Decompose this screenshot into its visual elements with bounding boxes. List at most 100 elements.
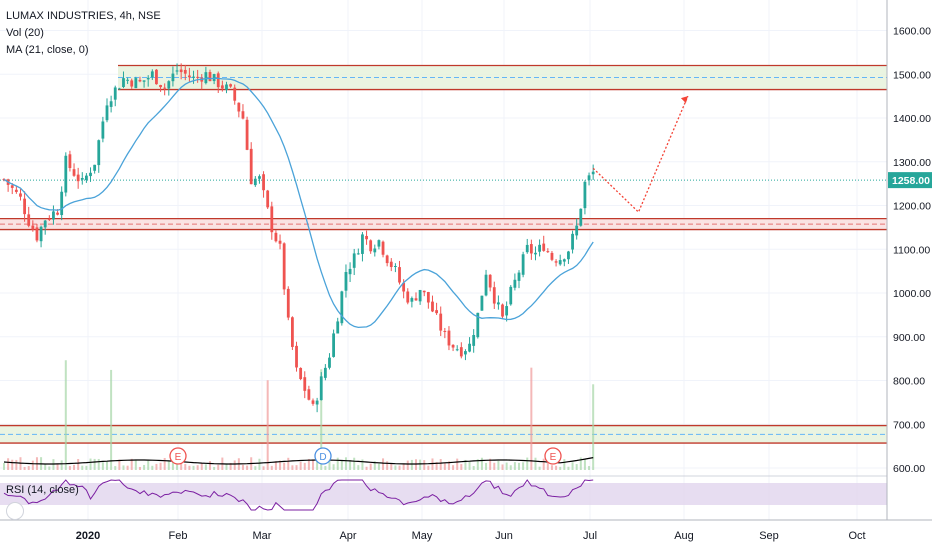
candle-body (546, 251, 550, 253)
volume-bar (138, 466, 141, 470)
volume-bar (48, 466, 51, 470)
candle-body (237, 102, 241, 112)
volume-bar (550, 465, 553, 470)
volume-bar (130, 458, 133, 470)
volume-bar (134, 460, 137, 470)
volume-label[interactable]: Vol (20) (6, 27, 44, 39)
volume-bar (93, 458, 96, 470)
candle-body (208, 72, 212, 82)
candle-body (76, 174, 80, 182)
candle-body (328, 357, 331, 368)
volume-bar (361, 459, 364, 470)
volume-bar (274, 461, 277, 470)
x-tick-label: Feb (169, 530, 188, 542)
volume-bars (3, 360, 595, 470)
volume-bar (447, 461, 450, 470)
candle-body (303, 377, 307, 391)
volume-bar (513, 462, 516, 470)
candle-body (47, 218, 51, 220)
candle-body (435, 310, 438, 314)
x-tick-label: Aug (674, 530, 694, 542)
candle-body (23, 198, 26, 215)
candle-body (253, 178, 257, 186)
candle-body (122, 78, 125, 87)
candle-body (451, 344, 455, 348)
candle-body (315, 400, 319, 405)
volume-bar (324, 466, 327, 470)
candle-body (188, 75, 191, 78)
volume-bar (122, 465, 125, 470)
candle-body (311, 400, 315, 404)
volume-bar (27, 466, 30, 470)
candle-body (307, 389, 311, 400)
candle-body (562, 259, 566, 262)
volume-bar (460, 464, 463, 470)
volume-bar (262, 466, 265, 470)
event-marker: E (169, 447, 187, 465)
candle-body (220, 85, 224, 89)
candle-body (558, 260, 562, 265)
event-label: E (550, 452, 557, 463)
candle-body (85, 175, 88, 181)
candle-body (56, 212, 59, 215)
x-tick-label: Mar (253, 530, 272, 542)
y-tick-label: 700.00 (893, 419, 925, 431)
volume-bar (64, 360, 67, 470)
volume-bar (77, 459, 80, 470)
volume-bar (382, 458, 385, 470)
volume-bar (85, 465, 88, 470)
y-tick-label: 1600.00 (893, 26, 931, 38)
rsi-label[interactable]: RSI (14, close) (6, 484, 79, 496)
candle-body (109, 101, 113, 107)
chart-legend: LUMAX INDUSTRIES, 4h, NSE Vol (20) MA (2… (6, 8, 161, 59)
candle-body (538, 244, 541, 252)
ma-label[interactable]: MA (21, close, 0) (6, 44, 89, 56)
candle-body (270, 206, 274, 233)
volume-bar (303, 462, 306, 470)
candle-body (262, 174, 265, 191)
candle-body (130, 80, 134, 87)
volume-bar (555, 465, 558, 470)
candle-body (167, 81, 171, 89)
tradingview-logo-icon[interactable] (6, 502, 24, 520)
x-tick-label: Apr (339, 530, 356, 542)
volume-bar (509, 465, 512, 470)
symbol-label[interactable]: LUMAX INDUSTRIES, 4h, NSE (6, 10, 161, 22)
volume-bar (452, 465, 455, 470)
candle-body (150, 71, 154, 78)
candle-body (402, 282, 406, 292)
volume-bar (526, 457, 529, 470)
candle-body (14, 189, 18, 192)
volume-bar (270, 465, 273, 470)
candle-body (406, 291, 410, 303)
candle-body (212, 74, 216, 82)
volume-bar (386, 461, 389, 470)
volume-bar (472, 466, 475, 470)
volume-bar (106, 461, 108, 470)
candle-body (501, 304, 504, 317)
volume-bar (295, 465, 298, 470)
volume-bar (279, 460, 282, 470)
volume-bar (229, 462, 232, 470)
volume-bar (184, 464, 187, 470)
volume-bar (579, 457, 582, 470)
volume-ma-line (3, 457, 594, 465)
event-circle (544, 447, 562, 465)
volume-bar (126, 465, 129, 470)
volume-bar (427, 465, 430, 470)
x-tick-label: Sep (759, 530, 779, 542)
candle-body (126, 79, 129, 81)
candle-body (497, 302, 500, 305)
volume-bar (200, 463, 203, 470)
candle-body (196, 76, 200, 78)
volume-bar (81, 465, 84, 470)
volume-bar (180, 463, 183, 470)
candle-body (286, 288, 290, 318)
candle-body (175, 70, 179, 72)
volume-bar (167, 461, 170, 470)
volume-bar (204, 464, 207, 470)
candle-body (426, 292, 430, 303)
